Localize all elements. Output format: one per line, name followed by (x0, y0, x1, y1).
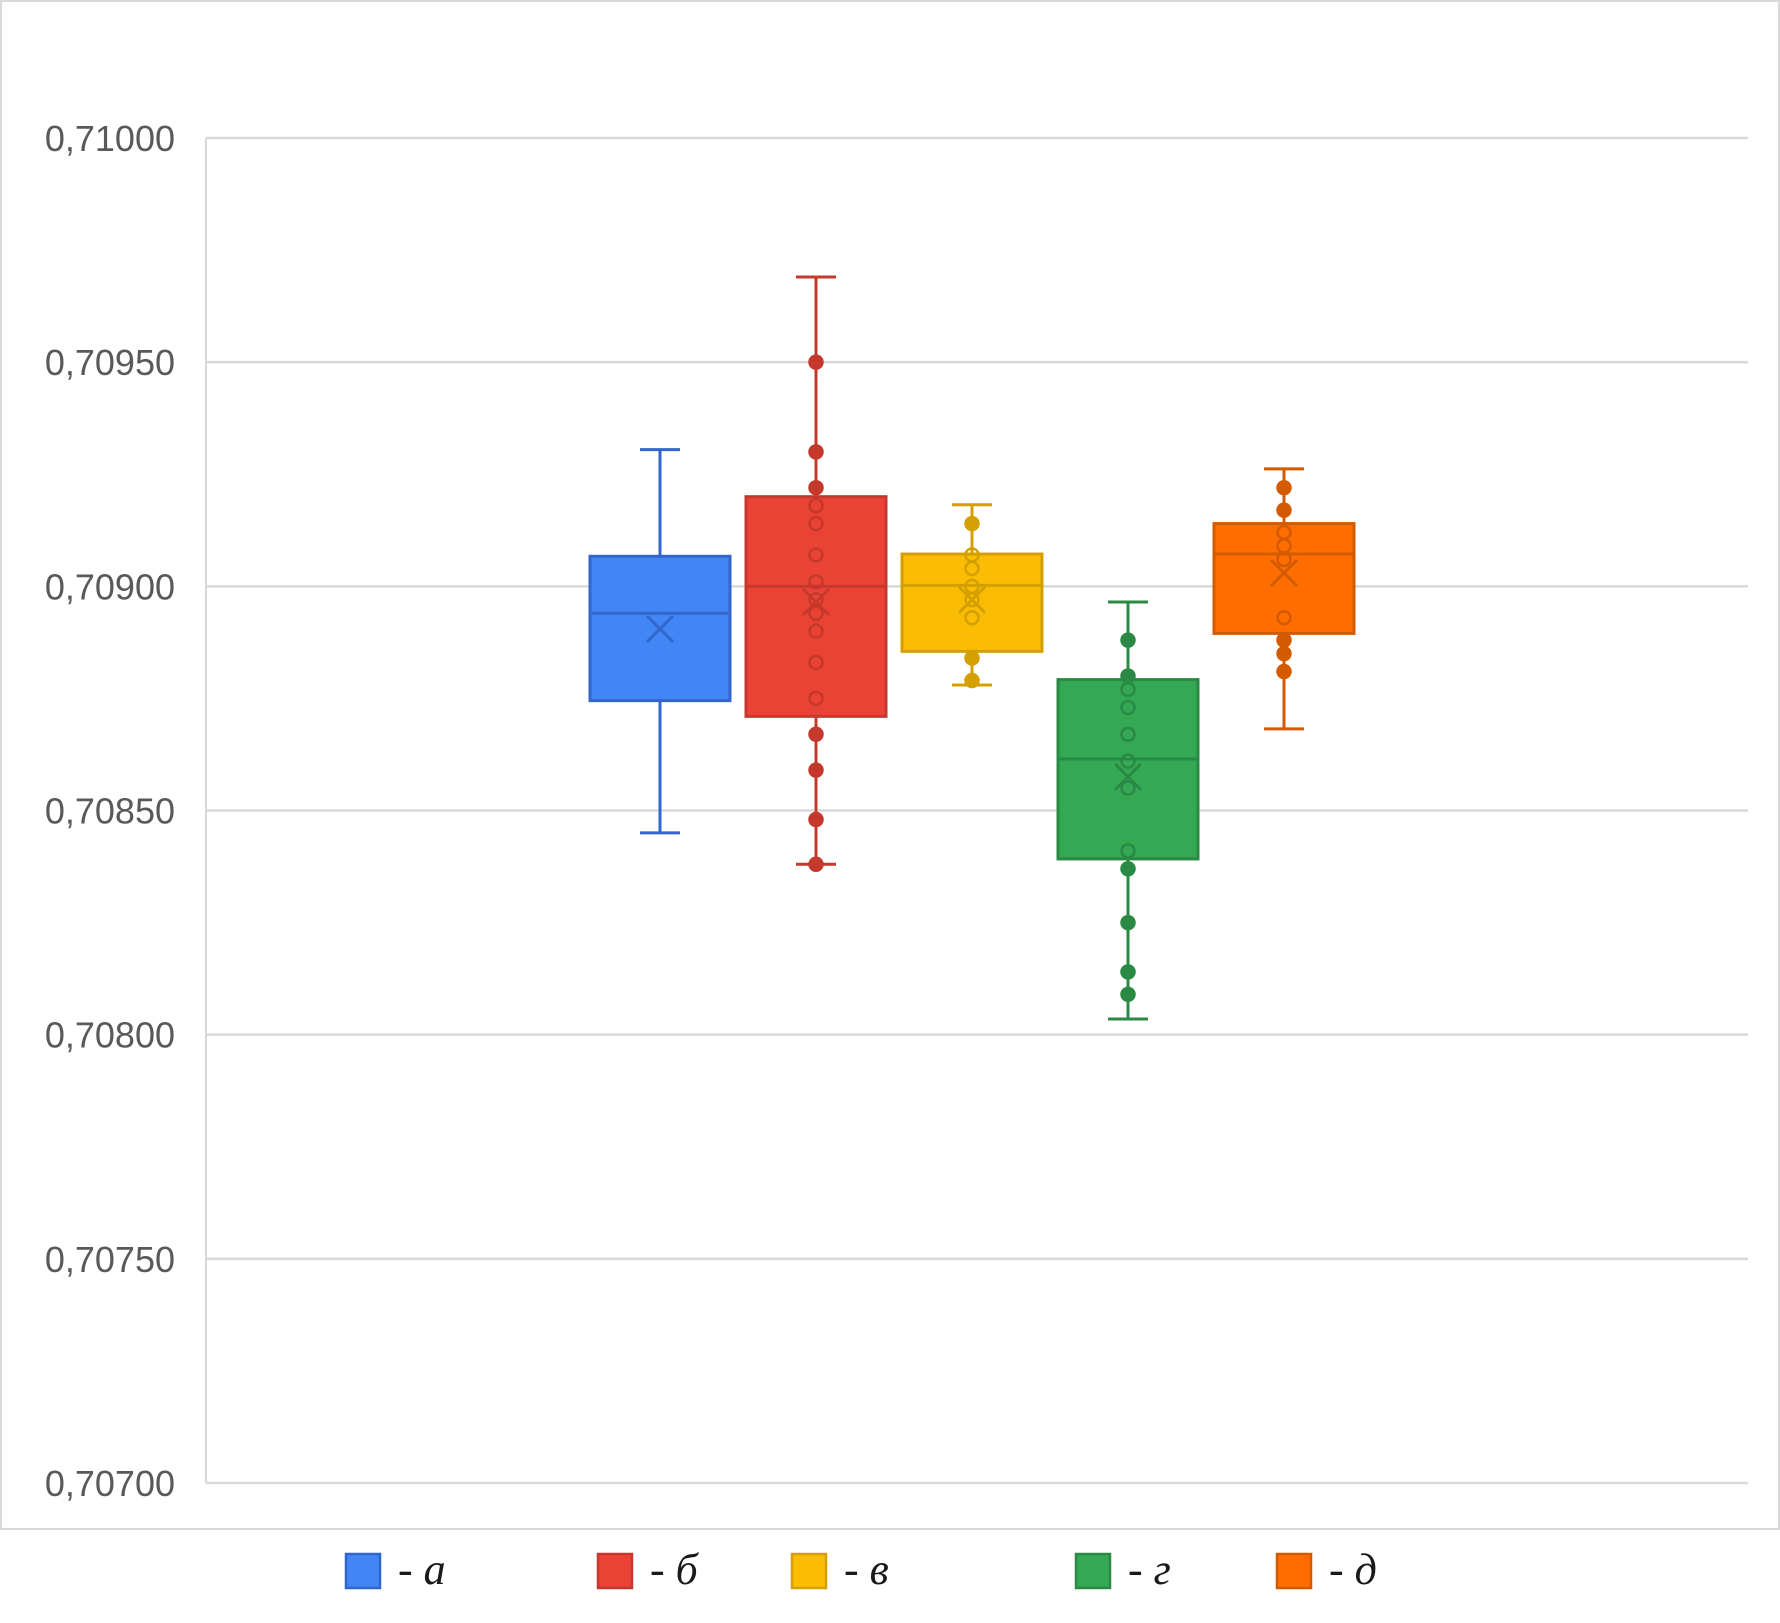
data-point (808, 515, 824, 532)
y-tick-label: 0,70700 (45, 1463, 175, 1504)
data-point (1120, 986, 1136, 1003)
y-tick-label: 0,70800 (45, 1015, 175, 1056)
chart-area (0, 0, 1780, 1530)
data-point (808, 574, 824, 590)
box-series-3 (900, 503, 1044, 689)
data-point (964, 515, 980, 532)
mean-marker (957, 585, 987, 614)
data-point (808, 690, 824, 707)
data-point (964, 609, 980, 626)
data-point (1276, 609, 1292, 626)
legend-swatch (344, 1552, 382, 1590)
data-point (808, 354, 824, 370)
legend-label: - в (844, 1545, 889, 1594)
box-series (588, 275, 1356, 1021)
data-point (1120, 699, 1136, 716)
mean-marker (1269, 558, 1299, 587)
y-axis-tick-labels: 0,70700 0,70750 0,70800 0,70850 0,70900 0,709… (45, 118, 175, 1504)
data-point (808, 762, 824, 778)
box (1212, 522, 1356, 635)
legend-label: - г (1128, 1545, 1171, 1594)
legend-swatch (1275, 1552, 1313, 1590)
data-point (1120, 668, 1136, 684)
data-point (808, 856, 824, 873)
legend: - а- б- в- г- д (344, 1545, 1377, 1594)
mean-marker (645, 614, 675, 643)
data-point (964, 578, 980, 595)
box (900, 552, 1044, 653)
data-point (1120, 780, 1136, 796)
box-series-1 (588, 448, 732, 835)
data-point (964, 547, 980, 563)
data-point (1276, 632, 1292, 648)
data-point (808, 479, 824, 496)
data-point (808, 623, 824, 639)
data-point (1120, 753, 1136, 769)
box-series-2 (744, 275, 888, 873)
data-point (1120, 843, 1136, 859)
data-point (808, 444, 824, 460)
y-tick-label: 0,70850 (45, 791, 175, 832)
mean-marker (1113, 762, 1143, 791)
data-point (808, 592, 824, 608)
data-point (1276, 663, 1292, 680)
data-point (1276, 479, 1292, 496)
box-series-4 (1056, 600, 1200, 1021)
data-point (808, 547, 824, 563)
y-tick-label: 0,70950 (45, 342, 175, 383)
data-point (964, 672, 980, 689)
legend-label: - а (398, 1545, 446, 1594)
data-point (1276, 645, 1292, 662)
legend-swatch (596, 1552, 634, 1590)
data-point (1120, 632, 1136, 648)
box (1056, 678, 1200, 861)
data-point (808, 726, 824, 743)
data-point (1120, 964, 1136, 980)
data-point (964, 650, 980, 666)
box-series-5 (1212, 467, 1356, 731)
mean-marker (801, 587, 831, 617)
data-point (1120, 914, 1136, 931)
y-tick-label: 0,70750 (45, 1239, 175, 1280)
legend-label: - б (650, 1545, 700, 1594)
data-point (808, 654, 824, 671)
data-point (1120, 726, 1136, 743)
legend-swatch (1074, 1552, 1112, 1590)
data-point (1276, 502, 1292, 518)
data-point (1276, 524, 1292, 541)
legend-swatch (790, 1552, 828, 1590)
data-point (1120, 861, 1136, 877)
y-tick-label: 0,71000 (45, 118, 175, 159)
y-tick-label: 0,70900 (45, 566, 175, 607)
data-point (808, 811, 824, 828)
legend-label: - д (1329, 1545, 1377, 1594)
data-point (808, 497, 824, 514)
